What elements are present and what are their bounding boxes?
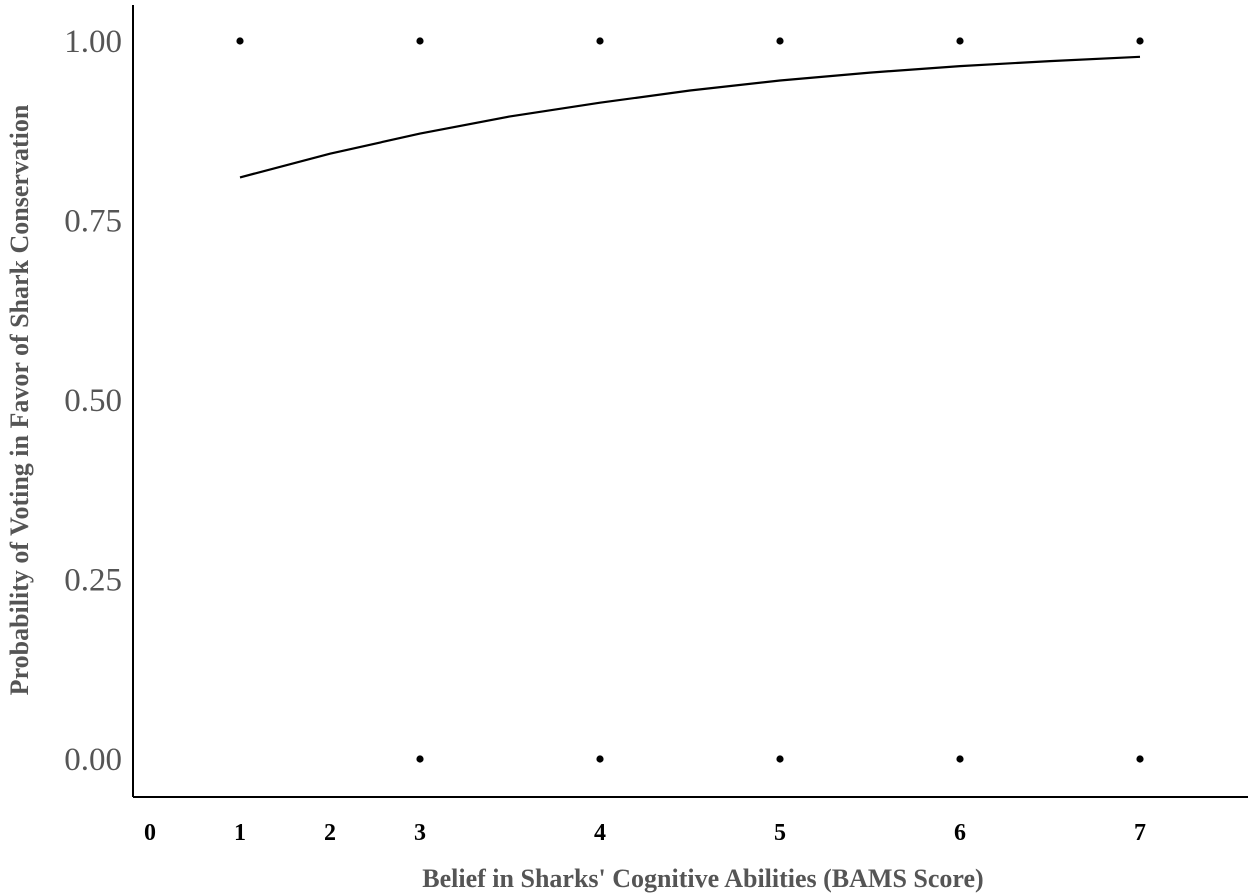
data-point <box>776 37 784 45</box>
x-tick-label: 5 <box>774 820 786 846</box>
y-axis-title: Probability of Voting in Favor of Shark … <box>5 104 34 695</box>
plot-area <box>236 37 1144 763</box>
x-tick-label: 6 <box>954 820 966 846</box>
y-tick-label: 0.75 <box>64 204 122 240</box>
data-point <box>596 37 604 45</box>
x-tick-label: 3 <box>414 820 426 846</box>
data-point <box>956 755 964 763</box>
data-point <box>596 755 604 763</box>
data-point <box>956 37 964 45</box>
data-point <box>236 37 244 45</box>
data-point <box>416 755 424 763</box>
y-axis-ticks: 0.00 0.25 0.50 0.75 1.00 <box>64 24 122 778</box>
x-tick-label: 0 <box>144 820 156 846</box>
y-tick-label: 0.00 <box>64 742 122 778</box>
data-point <box>776 755 784 763</box>
x-tick-label: 7 <box>1134 820 1146 846</box>
data-point <box>416 37 424 45</box>
x-tick-label: 2 <box>324 820 336 846</box>
y-tick-label: 0.25 <box>64 563 122 599</box>
fitted-curve <box>239 55 1141 179</box>
data-point <box>1136 755 1144 763</box>
y-tick-label: 1.00 <box>64 24 122 60</box>
x-tick-label: 1 <box>234 820 246 846</box>
data-point <box>1136 37 1144 45</box>
x-axis-ticks: 0 1 2 3 4 5 6 7 <box>144 820 1146 846</box>
x-axis-title: Belief in Sharks' Cognitive Abilities (B… <box>422 864 983 893</box>
y-tick-label: 0.50 <box>64 383 122 419</box>
x-tick-label: 4 <box>594 820 606 846</box>
